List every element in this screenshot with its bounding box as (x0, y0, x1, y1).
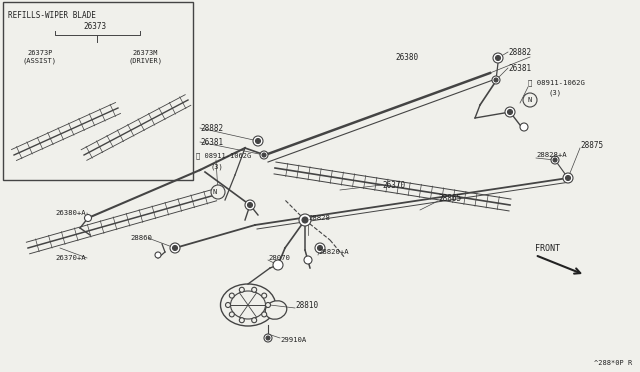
Circle shape (317, 246, 323, 250)
Circle shape (260, 151, 268, 159)
Circle shape (170, 243, 180, 253)
Text: 28070: 28070 (268, 255, 290, 261)
Circle shape (551, 156, 559, 164)
Text: 26373: 26373 (83, 22, 107, 31)
Circle shape (302, 217, 308, 223)
Text: 28882: 28882 (200, 124, 223, 132)
Circle shape (253, 136, 263, 146)
Circle shape (155, 252, 161, 258)
Text: 28882: 28882 (508, 48, 531, 57)
Text: 28865: 28865 (438, 193, 461, 202)
Circle shape (273, 260, 283, 270)
Text: 28810: 28810 (295, 301, 318, 310)
Circle shape (493, 53, 503, 63)
Text: 28875: 28875 (580, 141, 603, 150)
Circle shape (262, 293, 267, 298)
Circle shape (553, 158, 557, 162)
Circle shape (252, 318, 257, 323)
Circle shape (266, 302, 271, 308)
Text: N: N (213, 189, 217, 195)
Text: (3): (3) (210, 164, 223, 170)
Circle shape (225, 302, 230, 308)
Circle shape (505, 107, 515, 117)
Circle shape (495, 55, 500, 61)
Circle shape (229, 293, 234, 298)
Circle shape (173, 246, 177, 250)
Bar (3, 2, 193, 180)
Circle shape (520, 123, 528, 131)
Circle shape (252, 287, 257, 292)
Circle shape (262, 153, 266, 157)
Text: 26373P
(ASSIST): 26373P (ASSIST) (23, 50, 57, 64)
Text: 28828: 28828 (308, 215, 330, 221)
Text: 26373M
(DRIVER): 26373M (DRIVER) (128, 50, 162, 64)
Circle shape (508, 109, 513, 115)
Circle shape (304, 256, 312, 264)
Circle shape (245, 200, 255, 210)
Text: 28828+A: 28828+A (536, 152, 566, 158)
Circle shape (494, 78, 498, 82)
Text: REFILLS-WIPER BLADE: REFILLS-WIPER BLADE (8, 11, 96, 20)
Text: Ⓝ 08911-1062G: Ⓝ 08911-1062G (528, 80, 585, 86)
Circle shape (262, 312, 267, 317)
Circle shape (211, 185, 225, 199)
Circle shape (229, 312, 234, 317)
Circle shape (566, 176, 570, 180)
Text: N: N (528, 97, 532, 103)
Text: (3): (3) (548, 90, 561, 96)
Text: Ⓝ 08911-1062G: Ⓝ 08911-1062G (196, 153, 252, 159)
Circle shape (266, 336, 270, 340)
Text: 26380: 26380 (395, 52, 418, 61)
Text: 28820+A: 28820+A (318, 249, 349, 255)
Circle shape (523, 93, 537, 107)
Circle shape (239, 287, 244, 292)
Text: 26380+A: 26380+A (55, 210, 86, 216)
Ellipse shape (265, 301, 287, 319)
Text: 26370+A: 26370+A (55, 255, 86, 261)
Circle shape (315, 243, 325, 253)
Circle shape (299, 214, 311, 226)
Circle shape (239, 318, 244, 323)
Text: 28860: 28860 (130, 235, 152, 241)
Text: 26381: 26381 (200, 138, 223, 147)
Text: 29910A: 29910A (280, 337, 307, 343)
Text: FRONT: FRONT (535, 244, 560, 253)
Ellipse shape (221, 284, 275, 326)
Text: 26370: 26370 (382, 180, 405, 189)
Circle shape (84, 215, 92, 221)
Circle shape (563, 173, 573, 183)
Text: ^288*0P R: ^288*0P R (594, 360, 632, 366)
Circle shape (492, 76, 500, 84)
Circle shape (264, 334, 272, 342)
Ellipse shape (230, 291, 266, 319)
Text: 26381: 26381 (508, 64, 531, 73)
Circle shape (248, 202, 253, 208)
Circle shape (255, 138, 260, 144)
